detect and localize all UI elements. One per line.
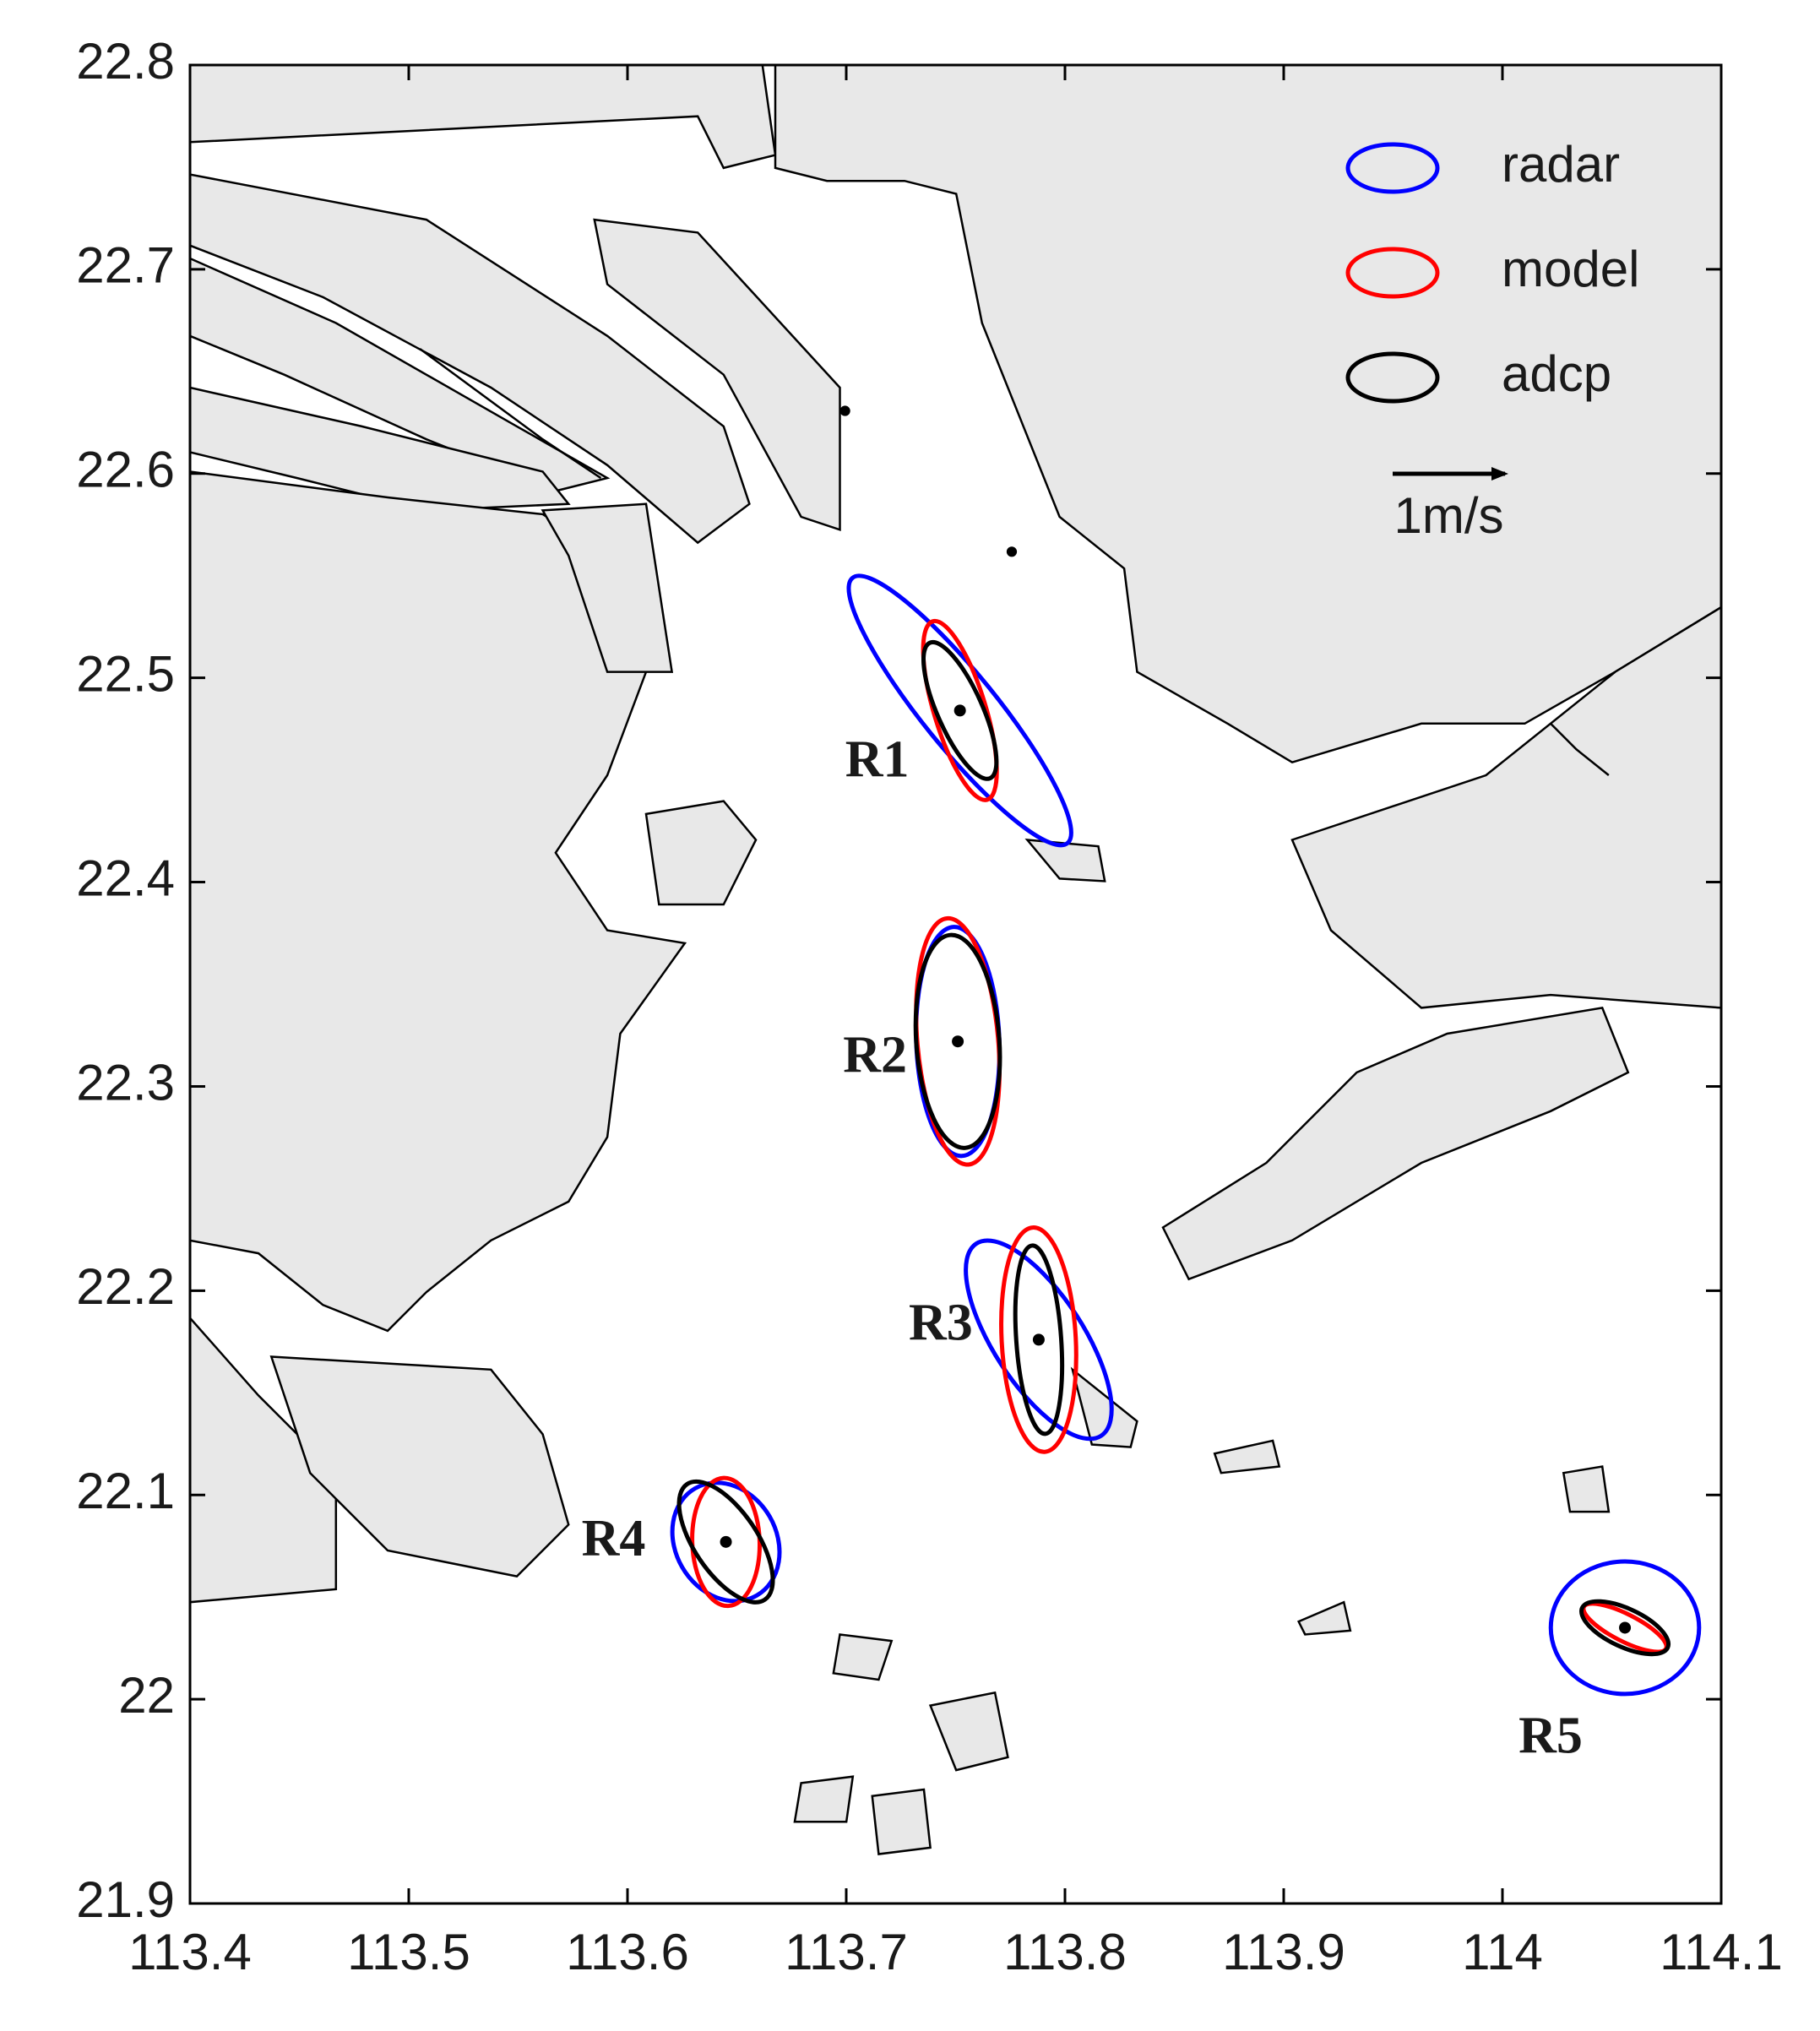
tidal-ellipse [670, 1480, 782, 1604]
station-label: R5 [1518, 1708, 1583, 1765]
tidal-ellipse [913, 932, 1002, 1150]
x-tick-label: 113.4 [128, 1924, 252, 1980]
y-tick-label: 22.3 [76, 1054, 175, 1111]
y-tick-label: 22.6 [76, 442, 175, 498]
scale-arrow-head [1491, 467, 1508, 481]
y-tick-label: 22 [118, 1667, 175, 1724]
tidal-ellipse [676, 1479, 775, 1605]
legend-swatch [1345, 351, 1440, 404]
y-tick-label: 22.7 [76, 237, 175, 294]
tidal-ellipse [846, 573, 1073, 848]
station-label: R1 [845, 731, 910, 789]
station-point [720, 1535, 732, 1548]
station-point [952, 1035, 964, 1048]
station-label: R4 [582, 1510, 646, 1567]
scale-label: 1m/s [1394, 487, 1503, 544]
station-point [1619, 1621, 1632, 1634]
x-tick-label: 114 [1462, 1924, 1543, 1980]
legend-swatch [1345, 247, 1440, 299]
y-tick-label: 22.5 [76, 646, 175, 703]
tidal-ellipse [999, 1225, 1078, 1454]
x-tick-label: 114.1 [1660, 1924, 1783, 1980]
station-label: R2 [843, 1026, 907, 1083]
y-tick-label: 22.8 [76, 33, 175, 90]
y-tick-label: 22.2 [76, 1258, 175, 1315]
tidal-ellipse [1013, 1243, 1065, 1436]
tidal-ellipse [921, 618, 999, 802]
x-tick-label: 113.9 [1222, 1924, 1345, 1980]
coastline [190, 65, 1721, 1855]
legend-label: radar [1502, 136, 1620, 193]
tidal-ellipse [964, 1238, 1114, 1442]
station-label: R3 [909, 1295, 973, 1352]
y-tick-label: 22.4 [76, 850, 175, 906]
tidal-ellipse [1548, 1559, 1702, 1697]
station-point [953, 704, 966, 717]
x-tick-label: 113.8 [1003, 1924, 1127, 1980]
x-tick-label: 113.6 [566, 1924, 689, 1980]
x-tick-label: 113.5 [347, 1924, 470, 1980]
axes-frame [188, 63, 1723, 1905]
y-tick-label: 22.1 [76, 1463, 175, 1519]
station-point [1032, 1333, 1045, 1346]
y-tick-label: 21.9 [76, 1871, 175, 1928]
legend-label: adcp [1502, 345, 1611, 402]
legend-label: model [1502, 241, 1639, 297]
tidal-ellipse [1579, 1599, 1671, 1657]
x-tick-label: 113.7 [785, 1924, 908, 1980]
legend-swatch [1345, 142, 1440, 194]
tidal-ellipse [921, 639, 999, 781]
